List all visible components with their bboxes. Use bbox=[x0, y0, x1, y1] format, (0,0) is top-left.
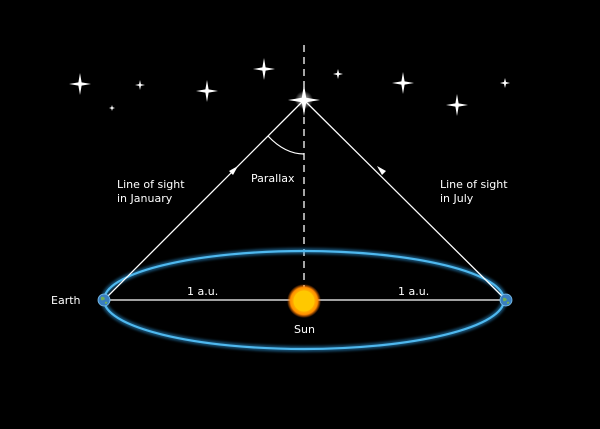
line-of-sight-july bbox=[303, 99, 507, 301]
label-earth: Earth bbox=[51, 294, 81, 307]
star-icon bbox=[288, 84, 320, 116]
label-parallax: Parallax bbox=[251, 172, 295, 185]
star-icon bbox=[109, 105, 115, 111]
star-icon bbox=[333, 69, 343, 79]
label-sight-january-line1: Line of sight bbox=[117, 178, 185, 191]
arrow-january bbox=[229, 166, 238, 175]
star-icon bbox=[500, 78, 510, 88]
star-icon bbox=[253, 58, 275, 80]
star-icon bbox=[69, 73, 91, 95]
label-au-right: 1 a.u. bbox=[398, 285, 429, 298]
line-of-sight-january bbox=[103, 99, 305, 301]
earth-icon bbox=[97, 293, 111, 307]
star-icon bbox=[392, 72, 414, 94]
background-stars bbox=[69, 58, 510, 116]
label-au-left: 1 a.u. bbox=[187, 285, 218, 298]
target-star bbox=[288, 84, 320, 116]
star-icon bbox=[196, 80, 218, 102]
label-sight-july-line1: Line of sight bbox=[440, 178, 508, 191]
label-sight-july-line2: in July bbox=[440, 192, 474, 205]
label-sight-january-line2: in January bbox=[117, 192, 173, 205]
parallax-angle-arc bbox=[267, 135, 305, 155]
star-icon bbox=[446, 94, 468, 116]
label-sun: Sun bbox=[294, 323, 315, 336]
sun-icon bbox=[293, 290, 315, 312]
arrow-july bbox=[377, 166, 386, 175]
sun bbox=[287, 284, 321, 318]
earth-january bbox=[97, 293, 111, 307]
star-icon bbox=[135, 80, 145, 90]
earth-july bbox=[499, 293, 513, 307]
